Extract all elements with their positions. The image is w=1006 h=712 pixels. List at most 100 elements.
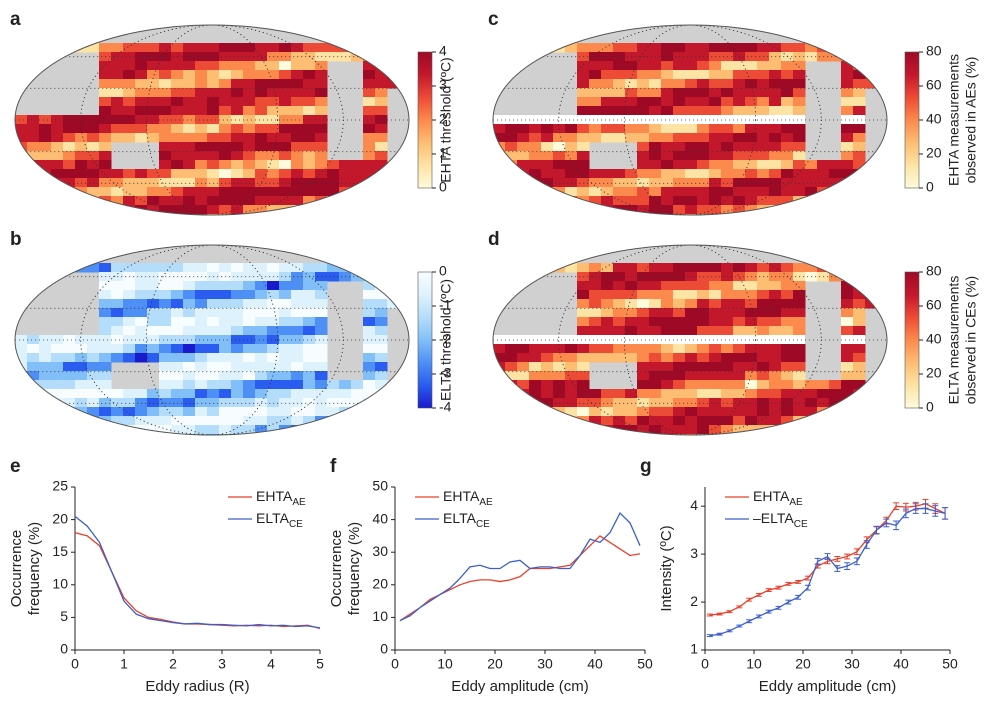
map-cell (493, 43, 506, 53)
map-cell (327, 196, 340, 206)
map-cell (147, 133, 160, 143)
map-cell (111, 434, 124, 435)
map-cell (303, 43, 316, 53)
map-cell (613, 169, 626, 179)
map-cell (147, 389, 160, 399)
map-cell (721, 398, 734, 408)
map-cell (387, 263, 400, 273)
map-cell (327, 389, 340, 399)
map-cell (853, 344, 866, 354)
map-cell (865, 263, 878, 273)
map-cell (387, 299, 400, 309)
map-cell (363, 97, 376, 107)
map-cell (231, 88, 244, 98)
map-cell (781, 371, 794, 381)
map-cell (171, 79, 184, 89)
map-cell (685, 124, 698, 134)
map-cell (279, 196, 292, 206)
map-cell (243, 160, 256, 170)
map-cell (877, 398, 887, 408)
map-cell (577, 326, 590, 336)
map-body (493, 245, 887, 435)
map-cell (709, 416, 722, 426)
map-cell (505, 371, 518, 381)
map-cell (303, 142, 316, 152)
map-cell (817, 434, 830, 435)
legend-subscript: AE (479, 497, 493, 508)
map-cell (853, 133, 866, 143)
map-cell (279, 344, 292, 354)
map-cell (493, 263, 506, 273)
map-cell (769, 380, 782, 390)
error-bar (853, 557, 860, 566)
colorbar (417, 51, 433, 189)
map-cell (99, 160, 112, 170)
map-cell (577, 389, 590, 399)
map-cell (697, 308, 710, 318)
map-cell (625, 106, 638, 116)
map-cell (159, 61, 172, 71)
map-cell (697, 142, 710, 152)
map-cell (51, 398, 64, 408)
map-cell (99, 178, 112, 188)
y-tick-label: 10 (52, 576, 68, 592)
map-cell (171, 133, 184, 143)
map-cell (39, 425, 52, 435)
map-cell (541, 344, 554, 354)
map-cell (613, 326, 626, 336)
map-cell (183, 205, 196, 215)
map-cell (757, 290, 770, 300)
map-cell (673, 299, 686, 309)
map-cell (829, 263, 842, 273)
map-cell (87, 151, 100, 161)
map-cell (195, 178, 208, 188)
map-cell (243, 133, 256, 143)
map-cell (841, 61, 854, 71)
map-cell (123, 43, 136, 53)
map-cell (589, 326, 602, 336)
map-cell (853, 196, 866, 206)
map-cell (841, 416, 854, 426)
map-cell (649, 169, 662, 179)
map-cell (829, 160, 842, 170)
map-cell (267, 299, 280, 309)
map-cell (255, 380, 268, 390)
map-cell (757, 407, 770, 417)
map-cell (781, 70, 794, 80)
colorbar-tick-label: 0 (439, 179, 447, 195)
map-cell (351, 380, 364, 390)
map-cell (183, 407, 196, 417)
map-cell (399, 205, 409, 215)
map-cell (721, 124, 734, 134)
map-cell (219, 178, 232, 188)
map-cell (589, 205, 602, 215)
map-cell (291, 335, 304, 345)
map-cell (625, 43, 638, 53)
map-cell (661, 214, 674, 215)
map-cell (63, 142, 76, 152)
map-cell (291, 88, 304, 98)
map-cell (493, 344, 506, 354)
map-cell (505, 425, 518, 435)
map-cell (279, 263, 292, 273)
map-cell (363, 169, 376, 179)
map-cell (195, 263, 208, 273)
map-cell (15, 196, 28, 206)
map-cell (219, 371, 232, 381)
map-cell (399, 187, 409, 197)
map-cell (673, 398, 686, 408)
map-cell (351, 205, 364, 215)
map-cell (661, 142, 674, 152)
map-cell (195, 169, 208, 179)
map-cell (589, 290, 602, 300)
map-cell (375, 79, 388, 89)
equator-gap (709, 335, 721, 344)
map-cell (15, 133, 28, 143)
map-cell (99, 124, 112, 134)
map-cell (39, 416, 52, 426)
map-cell (853, 88, 866, 98)
map-cell (613, 416, 626, 426)
map-cell (51, 124, 64, 134)
map-cell (793, 106, 806, 116)
map-cell (255, 124, 268, 134)
